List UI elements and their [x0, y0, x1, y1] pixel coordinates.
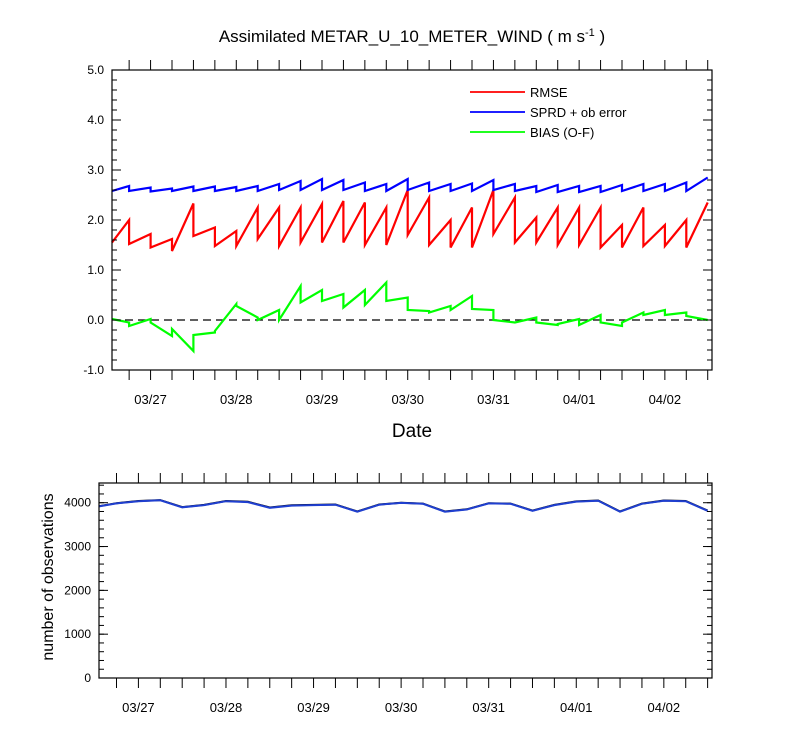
x-tick-label: 03/30 — [391, 392, 424, 407]
x-tick-label: 03/27 — [122, 700, 155, 715]
x-tick-label: 03/28 — [210, 700, 243, 715]
x-tick-label: 04/02 — [649, 392, 682, 407]
chart-title: Assimilated METAR_U_10_METER_WIND ( m s-… — [219, 27, 605, 46]
y-tick-label: 0 — [84, 671, 91, 685]
legend: RMSE SPRD + ob error BIAS (O-F) — [470, 85, 627, 140]
legend-label-rmse: RMSE — [530, 85, 568, 100]
bottom-panel: 0 1000 2000 3000 4000 03/27 03/28 03/29 03/30 03/… — [64, 473, 713, 715]
x-tick-label: 03/29 — [297, 700, 330, 715]
x-tick-label: 03/31 — [477, 392, 510, 407]
sprd-ob-error-line — [111, 176, 709, 194]
x-tick-label: 03/31 — [472, 700, 505, 715]
bottom-series-group — [98, 499, 709, 513]
y-tick-label: 5.0 — [87, 63, 104, 77]
y-axis-label-observations: number of observations — [40, 493, 57, 660]
y-tick-label: 2000 — [64, 583, 91, 597]
y-tick-label: 3000 — [64, 540, 91, 554]
x-axis-label: Date — [392, 421, 432, 442]
x-tick-label: 04/01 — [560, 700, 593, 715]
x-tick-label: 03/27 — [134, 392, 167, 407]
top-series-group — [111, 176, 712, 354]
y-tick-label: -1.0 — [83, 363, 104, 377]
top-panel: -1.0 0.0 1.0 2.0 3.0 4.0 5.0 03/27 03/28 03/29 03/… — [83, 60, 713, 407]
series-1-line — [98, 499, 709, 513]
x-tick-label: 04/02 — [648, 700, 681, 715]
y-tick-label: 1.0 — [87, 263, 104, 277]
legend-label-bias-o-f: BIAS (O-F) — [530, 125, 594, 140]
x-tick-label: 03/28 — [220, 392, 253, 407]
y-tick-label: 1000 — [64, 627, 91, 641]
y-tick-label: 0.0 — [87, 313, 104, 327]
legend-label-sprd-ob-error: SPRD + ob error — [530, 105, 627, 120]
y-tick-label: 4.0 — [87, 113, 104, 127]
y-tick-label: 2.0 — [87, 213, 104, 227]
x-tick-label: 03/29 — [306, 392, 339, 407]
plot-frame — [98, 482, 713, 679]
bias-o-f-line — [111, 279, 708, 354]
x-tick-label: 04/01 — [563, 392, 596, 407]
x-tick-label: 03/30 — [385, 700, 418, 715]
rmse-line — [111, 189, 709, 252]
y-tick-label: 4000 — [64, 496, 91, 510]
y-tick-label: 3.0 — [87, 163, 104, 177]
top-axes: -1.0 0.0 1.0 2.0 3.0 4.0 5.0 03/27 03/28 03/29 03/… — [83, 60, 713, 407]
bottom-axes: 0 1000 2000 3000 4000 03/27 03/28 03/29 03/30 03/… — [64, 473, 713, 715]
